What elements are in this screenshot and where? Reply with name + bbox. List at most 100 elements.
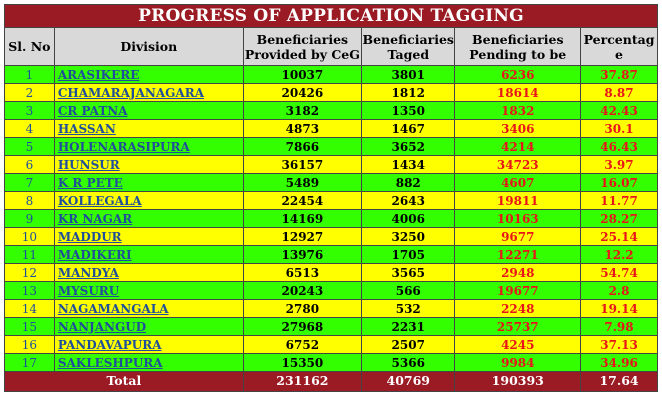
pending-cell: 4214 (454, 137, 582, 156)
table-row: 1 ARASIKERE 10037 3801 6236 37.87 (4, 65, 658, 84)
pending-cell: 10163 (454, 209, 582, 228)
percentage-cell: 42.43 (580, 101, 658, 120)
provided-cell: 4873 (242, 119, 363, 138)
provided-cell: 15350 (242, 353, 363, 372)
taged-cell: 1812 (361, 83, 456, 102)
division-cell: MYSURU (53, 281, 244, 300)
table-row: 12 MANDYA 6513 3565 2948 54.74 (4, 263, 658, 282)
provided-cell: 5489 (242, 173, 363, 192)
table-title: PROGRESS OF APPLICATION TAGGING (4, 4, 658, 28)
pending-cell: 9984 (454, 353, 582, 372)
division-cell: KR NAGAR (53, 209, 244, 228)
table-row: 8 KOLLEGALA 22454 2643 19811 11.77 (4, 191, 658, 210)
division-cell: K R PETE (53, 173, 244, 192)
percentage-cell: 11.77 (580, 191, 658, 210)
percentage-cell: 12.2 (580, 245, 658, 264)
taged-cell: 3250 (361, 227, 456, 246)
table-row: 11 MADIKERI 13976 1705 12271 12.2 (4, 245, 658, 264)
division-link[interactable]: KOLLEGALA (57, 193, 142, 208)
pending-cell: 9677 (454, 227, 582, 246)
division-cell: ARASIKERE (53, 65, 244, 84)
division-link[interactable]: ARASIKERE (57, 67, 140, 82)
pending-cell: 4245 (454, 335, 582, 354)
sl-no-cell: 17 (4, 353, 55, 372)
sl-no-cell: 9 (4, 209, 55, 228)
col-header-division: Division (53, 27, 244, 66)
table-row: 6 HUNSUR 36157 1434 34723 3.97 (4, 155, 658, 174)
pending-cell: 2948 (454, 263, 582, 282)
total-provided: 231162 (242, 371, 363, 392)
division-cell: NAGAMANGALA (53, 299, 244, 318)
division-cell: CHAMARAJANAGARA (53, 83, 244, 102)
provided-cell: 20243 (242, 281, 363, 300)
taged-cell: 532 (361, 299, 456, 318)
pending-cell: 25737 (454, 317, 582, 336)
division-link[interactable]: MYSURU (57, 283, 120, 298)
division-link[interactable]: HUNSUR (57, 157, 120, 172)
taged-cell: 5366 (361, 353, 456, 372)
sl-no-cell: 2 (4, 83, 55, 102)
division-cell: MANDYA (53, 263, 244, 282)
taged-cell: 4006 (361, 209, 456, 228)
taged-cell: 882 (361, 173, 456, 192)
taged-cell: 1434 (361, 155, 456, 174)
taged-cell: 3652 (361, 137, 456, 156)
division-link[interactable]: HASSAN (57, 121, 116, 136)
percentage-cell: 30.1 (580, 119, 658, 138)
division-link[interactable]: MADDUR (57, 229, 122, 244)
table-row: 4 HASSAN 4873 1467 3406 30.1 (4, 119, 658, 138)
percentage-cell: 8.87 (580, 83, 658, 102)
taged-cell: 1705 (361, 245, 456, 264)
division-link[interactable]: SAKLESHPURA (57, 355, 163, 370)
taged-cell: 1467 (361, 119, 456, 138)
total-percentage: 17.64 (580, 371, 658, 392)
percentage-cell: 37.87 (580, 65, 658, 84)
pending-cell: 12271 (454, 245, 582, 264)
sl-no-cell: 13 (4, 281, 55, 300)
division-cell: PANDAVAPURA (53, 335, 244, 354)
percentage-cell: 28.27 (580, 209, 658, 228)
percentage-cell: 7.98 (580, 317, 658, 336)
division-cell: NANJANGUD (53, 317, 244, 336)
division-link[interactable]: CR PATNA (57, 103, 128, 118)
col-header-percentage: Percentag e (580, 27, 658, 66)
table-row: 13 MYSURU 20243 566 19677 2.8 (4, 281, 658, 300)
table-row: 14 NAGAMANGALA 2780 532 2248 19.14 (4, 299, 658, 318)
division-link[interactable]: KR NAGAR (57, 211, 133, 226)
sl-no-cell: 10 (4, 227, 55, 246)
division-link[interactable]: K R PETE (57, 175, 123, 190)
taged-cell: 2231 (361, 317, 456, 336)
sl-no-cell: 3 (4, 101, 55, 120)
percentage-cell: 37.13 (580, 335, 658, 354)
division-link[interactable]: NAGAMANGALA (57, 301, 169, 316)
provided-cell: 22454 (242, 191, 363, 210)
table-row: 17 SAKLESHPURA 15350 5366 9984 34.96 (4, 353, 658, 372)
provided-cell: 10037 (242, 65, 363, 84)
division-link[interactable]: CHAMARAJANAGARA (57, 85, 204, 100)
provided-cell: 7866 (242, 137, 363, 156)
division-cell: MADDUR (53, 227, 244, 246)
division-link[interactable]: MADIKERI (57, 247, 132, 262)
percentage-cell: 19.14 (580, 299, 658, 318)
sl-no-cell: 16 (4, 335, 55, 354)
percentage-cell: 16.07 (580, 173, 658, 192)
division-link[interactable]: MANDYA (57, 265, 119, 280)
col-header-provided: Beneficiaries Provided by CeG (242, 27, 363, 66)
table-row: 7 K R PETE 5489 882 4607 16.07 (4, 173, 658, 192)
provided-cell: 27968 (242, 317, 363, 336)
division-link[interactable]: HOLENARASIPURA (57, 139, 190, 154)
pending-cell: 19677 (454, 281, 582, 300)
pending-cell: 1832 (454, 101, 582, 120)
total-taged: 40769 (361, 371, 456, 392)
percentage-cell: 3.97 (580, 155, 658, 174)
division-link[interactable]: NANJANGUD (57, 319, 147, 334)
percentage-cell: 25.14 (580, 227, 658, 246)
taged-cell: 566 (361, 281, 456, 300)
taged-cell: 3565 (361, 263, 456, 282)
provided-cell: 2780 (242, 299, 363, 318)
division-cell: HOLENARASIPURA (53, 137, 244, 156)
table-row: 3 CR PATNA 3182 1350 1832 42.43 (4, 101, 658, 120)
pending-cell: 2248 (454, 299, 582, 318)
division-link[interactable]: PANDAVAPURA (57, 337, 162, 352)
sl-no-cell: 12 (4, 263, 55, 282)
